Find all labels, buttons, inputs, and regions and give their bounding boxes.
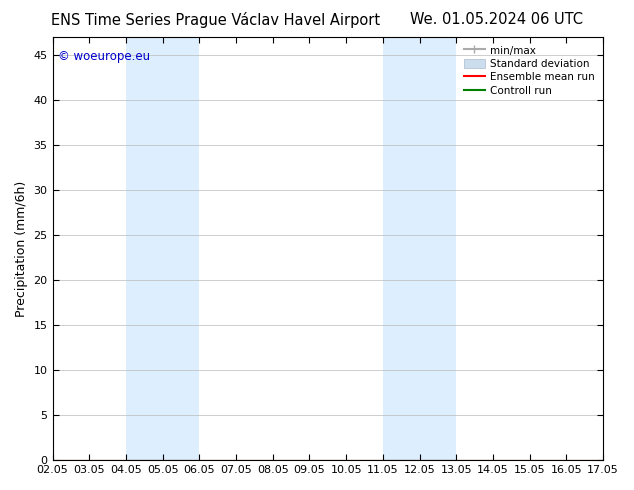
Text: We. 01.05.2024 06 UTC: We. 01.05.2024 06 UTC bbox=[410, 12, 583, 27]
Legend: min/max, Standard deviation, Ensemble mean run, Controll run: min/max, Standard deviation, Ensemble me… bbox=[461, 42, 598, 99]
Y-axis label: Precipitation (mm/6h): Precipitation (mm/6h) bbox=[15, 180, 28, 317]
Bar bbox=[420, 37, 456, 460]
Bar bbox=[126, 37, 199, 460]
Text: © woeurope.eu: © woeurope.eu bbox=[58, 50, 150, 63]
Bar bbox=[383, 37, 420, 460]
Text: ENS Time Series Prague Václav Havel Airport: ENS Time Series Prague Václav Havel Airp… bbox=[51, 12, 380, 28]
